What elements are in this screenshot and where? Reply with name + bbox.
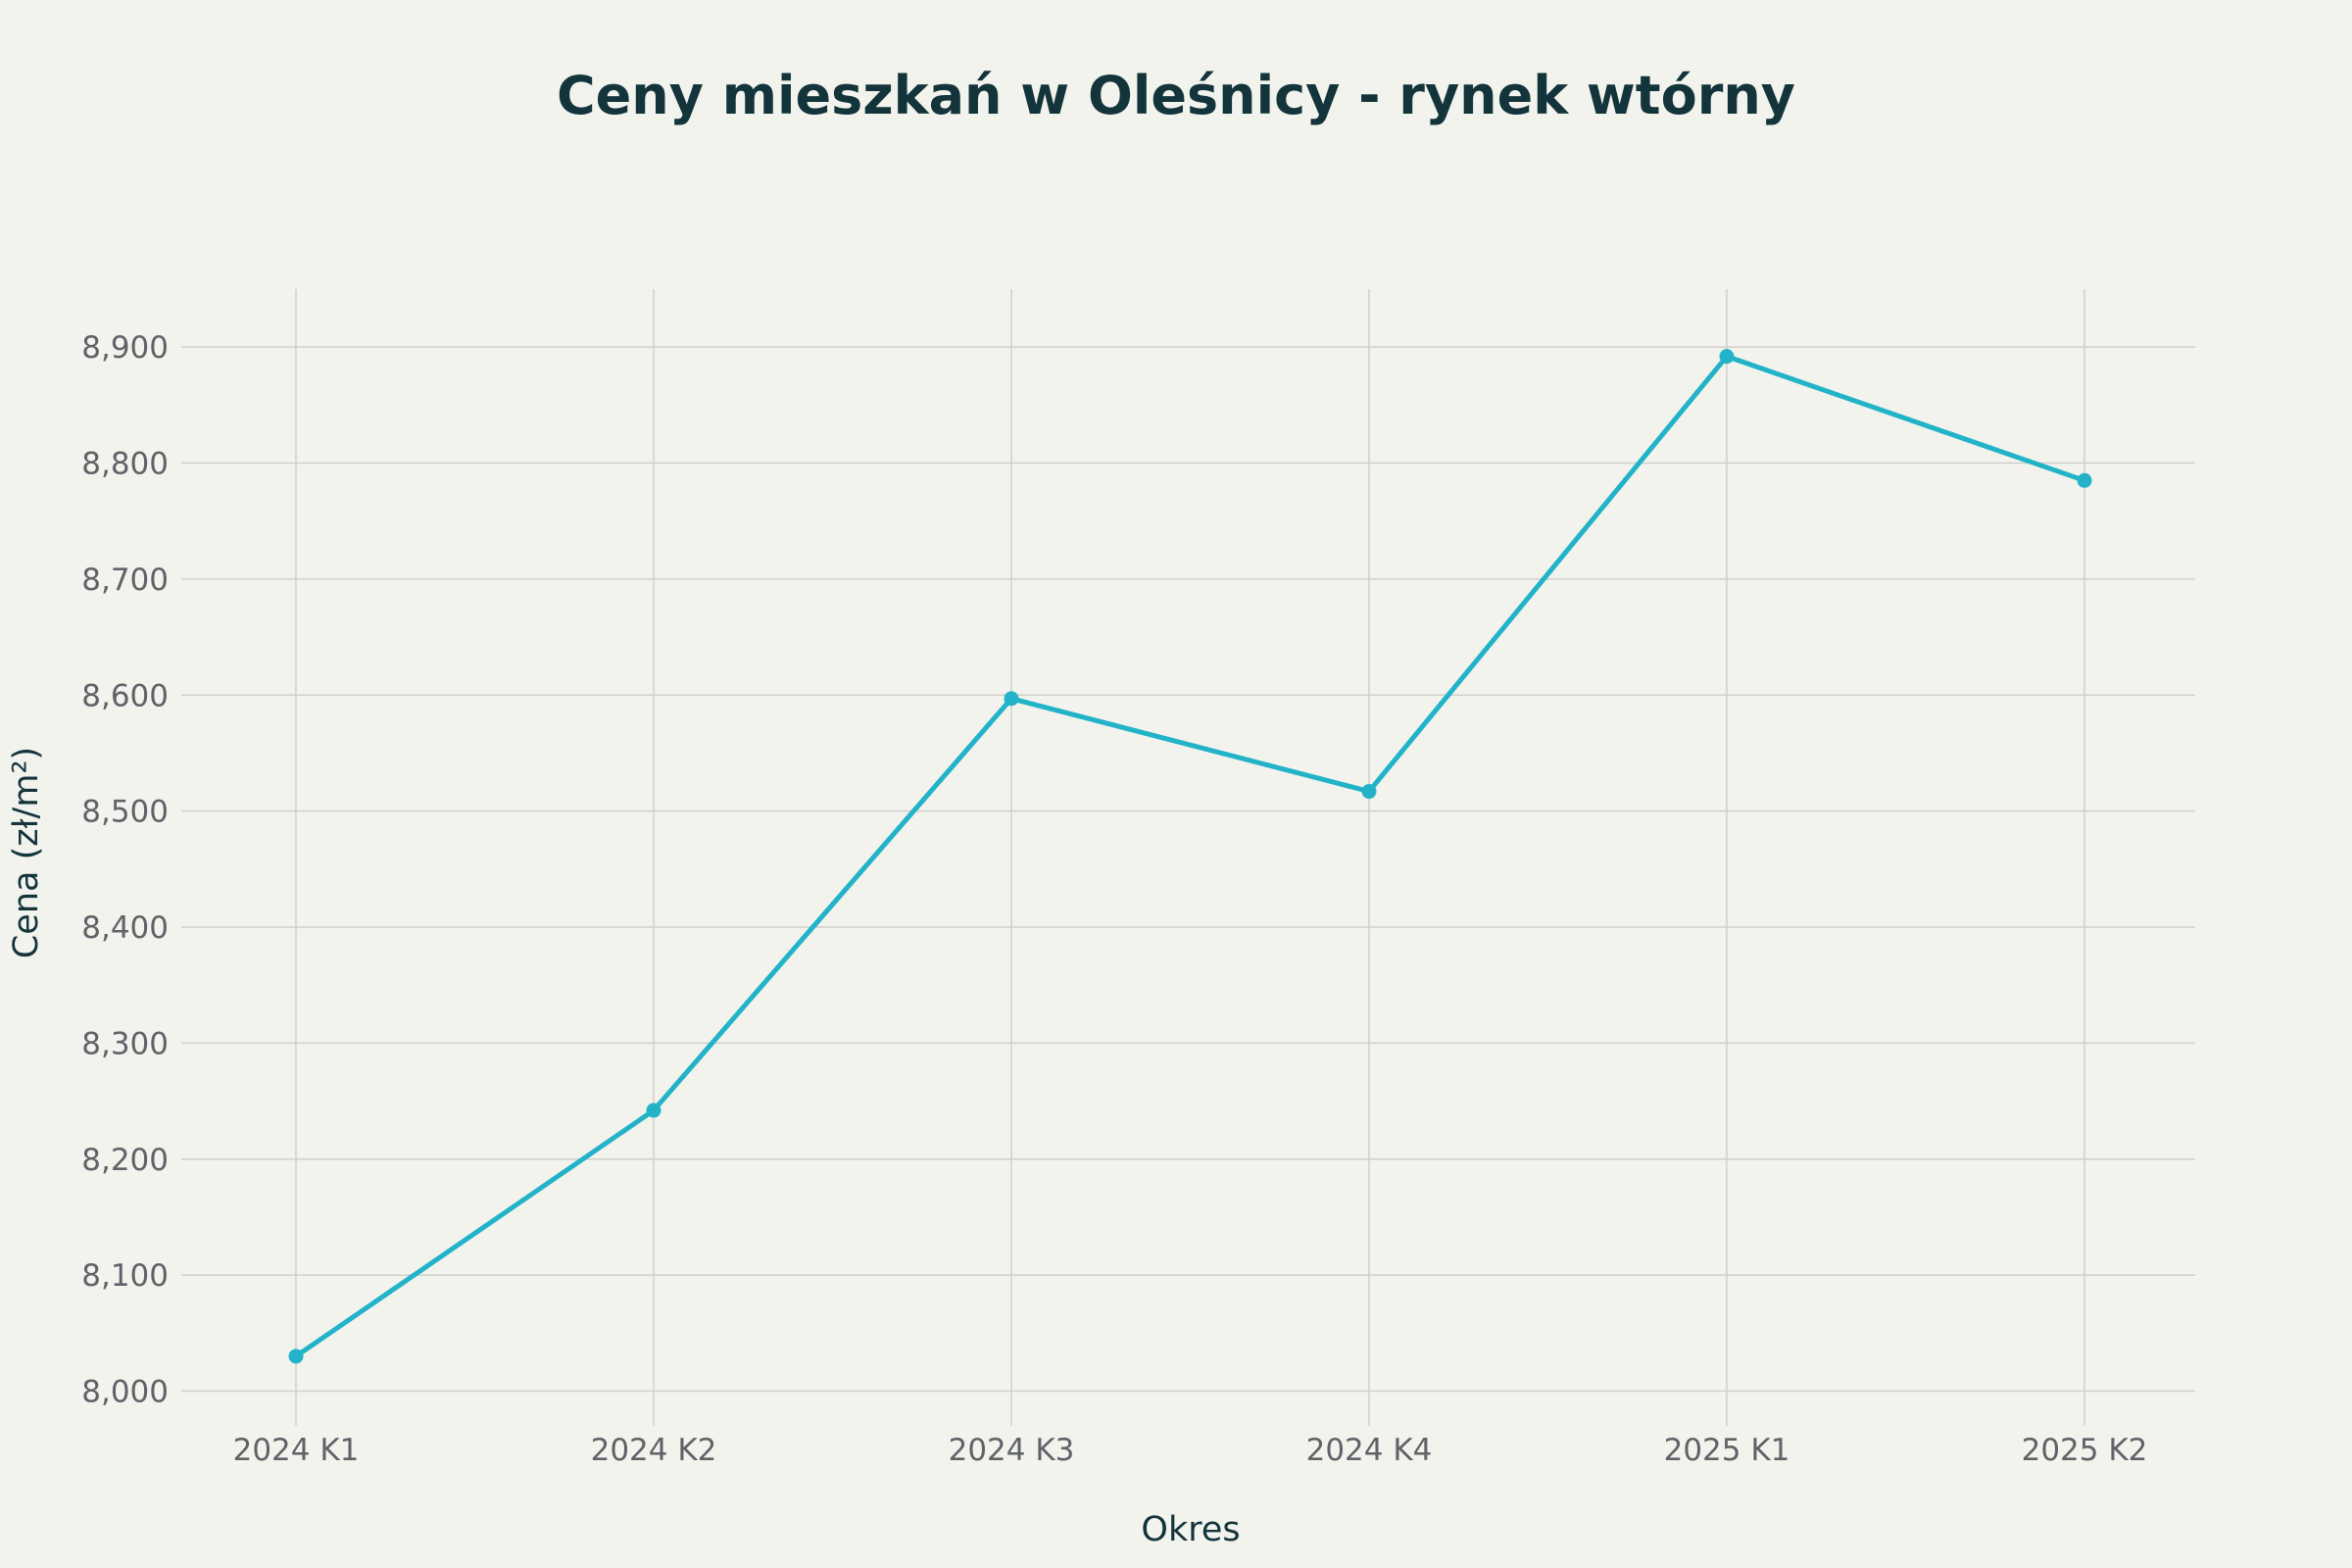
data-point[interactable]: [1004, 691, 1019, 707]
y-tick-label: 8,000: [81, 1374, 169, 1409]
x-tick-label: 2025 K1: [1664, 1433, 1790, 1468]
y-gridlines: [181, 346, 2195, 1393]
x-tick-label: 2024 K3: [949, 1433, 1075, 1468]
series-line: [293, 354, 2087, 1359]
y-tick-label: 8,400: [81, 910, 169, 946]
data-point[interactable]: [646, 1102, 662, 1118]
y-tick-label: 8,200: [81, 1143, 169, 1178]
y-tick-labels: 8,000 8,100 8,200 8,300 8,400 8,500 8,600 8,700…: [81, 330, 169, 1409]
y-tick-label: 8,800: [81, 447, 169, 482]
data-point[interactable]: [1719, 349, 1735, 365]
y-tick-label: 8,300: [81, 1026, 169, 1061]
y-tick-label: 8,100: [81, 1258, 169, 1294]
y-tick-label: 8,700: [81, 563, 169, 598]
x-tick-label: 2024 K1: [233, 1433, 360, 1468]
data-point[interactable]: [288, 1348, 304, 1364]
x-axis-title: Okres: [1141, 1510, 1240, 1549]
x-tick-label: 2025 K2: [2022, 1433, 2148, 1468]
x-tick-label: 2024 K2: [591, 1433, 717, 1468]
x-tick-labels: 2024 K1 2024 K2 2024 K3 2024 K4 2025 K1 2025 …: [233, 1433, 2148, 1468]
x-tick-label: 2024 K4: [1306, 1433, 1433, 1468]
y-tick-label: 8,900: [81, 330, 169, 366]
y-tick-label: 8,600: [81, 678, 169, 713]
y-tick-label: 8,500: [81, 795, 169, 830]
chart-title: Ceny mieszkań w Oleśnicy - rynek wtórny: [557, 65, 1795, 126]
data-point[interactable]: [2077, 472, 2092, 488]
data-point[interactable]: [1361, 784, 1377, 800]
series-layer: [288, 349, 2092, 1364]
y-axis-title: Cena (zł/m²): [7, 747, 46, 958]
